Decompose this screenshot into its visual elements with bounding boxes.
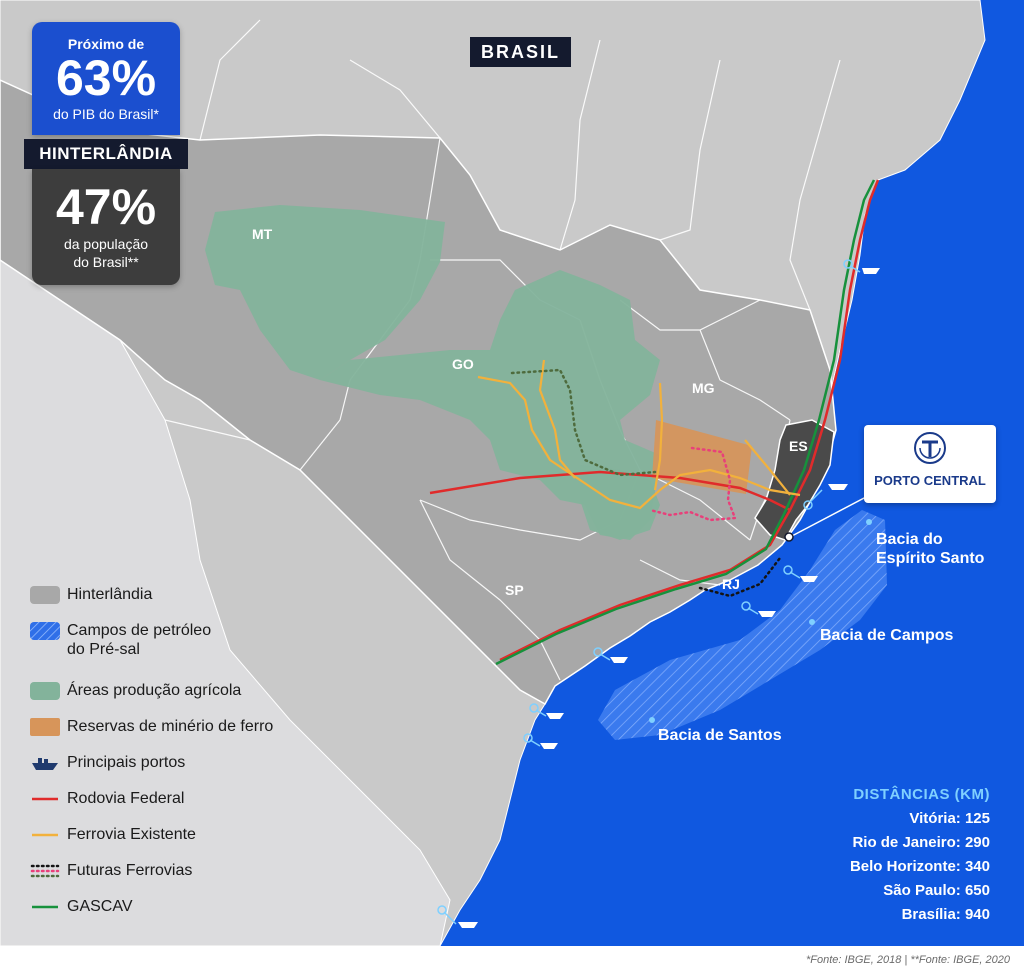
basin-label-santos: Bacia de Santos [658, 727, 782, 744]
distance-km: 125 [964, 810, 990, 827]
state-label-mt: MT [252, 226, 273, 242]
iron-ore-swatch-icon [30, 718, 60, 736]
port-marker [437, 905, 478, 928]
hinterland-swatch-icon [30, 586, 60, 604]
pre-salt-basin [598, 510, 887, 740]
population-stat-card: 47% da população do Brasil** [32, 169, 180, 285]
highway-line-icon [32, 797, 58, 801]
legend-item-hinterlandia: Hinterlândia [28, 582, 358, 606]
population-stat-label: da população do Brasil** [32, 235, 180, 271]
distance-row: São Paulo: 650 [770, 879, 990, 903]
legend-label: Ferrovia Existente [67, 826, 196, 843]
basin-label-espirito-santo-line2: Espírito Santo [876, 550, 985, 567]
distance-km: 290 [964, 834, 990, 851]
legend-label: Principais portos [67, 754, 186, 771]
source-footnote: *Fonte: IBGE, 2018 | **Fonte: IBGE, 2020 [805, 954, 1010, 966]
distance-city: Rio de Janeiro: [852, 834, 961, 851]
distances-title: DISTÂNCIAS (KM) [853, 786, 990, 803]
legend-item-portos: Principais portos [28, 750, 358, 774]
ports [437, 259, 880, 928]
basin-label-espirito-santo-line1: Bacia do [876, 531, 943, 548]
port-marker [803, 484, 848, 510]
distance-km: 340 [964, 858, 990, 875]
legend-label: Hinterlândia [67, 586, 153, 603]
legend-label: GASCAV [67, 898, 133, 915]
legend-label-line2: do Pré-sal [67, 641, 140, 658]
country-label: BRASIL [470, 37, 571, 67]
gdp-stat-card: Próximo de 63% do PIB do Brasil* [32, 22, 180, 135]
population-stat-line2: do Brasil** [73, 254, 139, 270]
pre-salt-swatch-icon [30, 622, 60, 640]
future-railway-line-icon [30, 864, 60, 878]
distance-row: Brasília: 940 [770, 903, 990, 927]
region-tag: HINTERLÂNDIA [24, 139, 188, 169]
distance-km: 650 [964, 882, 990, 899]
agricultural-area-mt [205, 205, 445, 380]
land-west [0, 259, 451, 946]
basin-label-espirito-santo: Bacia do Espírito Santo [876, 530, 984, 568]
basin-label-campos: Bacia de Campos [820, 627, 954, 644]
legend-item-agricola: Áreas produção agrícola [28, 678, 358, 702]
porto-central-pointer [784, 496, 867, 542]
distance-km: 940 [964, 906, 990, 923]
gascav-pipeline [495, 179, 876, 666]
distance-city: Vitória: [909, 810, 961, 827]
agricultural-swatch-icon [30, 682, 60, 700]
legend-item-pre-sal: Campos de petróleo do Pré-sal [28, 618, 358, 662]
federal-highway [429, 179, 880, 662]
footer: *Fonte: IBGE, 2018 | **Fonte: IBGE, 2020 [0, 946, 1024, 974]
distance-row: Rio de Janeiro: 290 [770, 831, 990, 855]
brazil-map [0, 0, 1024, 946]
distance-city: Belo Horizonte: [849, 858, 961, 875]
population-stat-value: 47% [55, 179, 157, 235]
legend-item-rodovia: Rodovia Federal [28, 786, 358, 810]
legend-label: Reservas de minério de ferro [67, 718, 274, 735]
basin-markers [649, 519, 872, 723]
porto-central-card[interactable]: PORTO CENTRAL [864, 425, 996, 503]
legend-label-line1: Campos de petróleo [67, 622, 212, 639]
distance-city: Brasília: [901, 906, 961, 923]
existing-railway [477, 359, 801, 510]
state-label-es: ES [789, 438, 808, 454]
port-marker [529, 703, 564, 719]
legend-item-ferrovia: Ferrovia Existente [28, 822, 358, 846]
state-label-mg: MG [692, 380, 715, 396]
legend-label: Campos de petróleo do Pré-sal [67, 621, 211, 659]
legend-label: Futuras Ferrovias [67, 862, 193, 879]
porto-central-name: PORTO CENTRAL [874, 473, 986, 488]
distance-row: Belo Horizonte: 340 [770, 855, 990, 879]
population-stat-line1: da população [63, 236, 149, 252]
railway-line-icon [32, 833, 58, 837]
agricultural-area-central [320, 270, 660, 540]
legend-item-minerio: Reservas de minério de ferro [28, 714, 358, 738]
ship-icon [32, 758, 58, 770]
port-marker [783, 565, 818, 582]
gascav-line-icon [32, 905, 58, 909]
future-railway [510, 368, 782, 598]
port-marker [843, 259, 880, 274]
porto-central-logo-icon [914, 432, 946, 464]
state-label-sp: SP [505, 582, 524, 598]
distances-panel: DISTÂNCIAS (KM) Vitória: 125 Rio de Jane… [770, 786, 990, 927]
state-label-go: GO [452, 356, 474, 372]
port-marker [593, 647, 628, 663]
legend-item-futuras: Futuras Ferrovias [28, 858, 358, 882]
port-marker [523, 733, 558, 749]
gdp-stat-bottom: do PIB do Brasil* [53, 106, 159, 122]
state-label-rj: RJ [722, 576, 740, 592]
distance-city: São Paulo: [883, 882, 961, 899]
gdp-stat-top: Próximo de [67, 36, 145, 52]
legend-label: Áreas produção agrícola [67, 682, 242, 699]
port-marker [741, 601, 776, 617]
distance-row: Vitória: 125 [770, 807, 990, 831]
gdp-stat-value: 63% [55, 50, 157, 106]
legend-item-gascav: GASCAV [28, 894, 358, 918]
legend-label: Rodovia Federal [67, 790, 185, 807]
